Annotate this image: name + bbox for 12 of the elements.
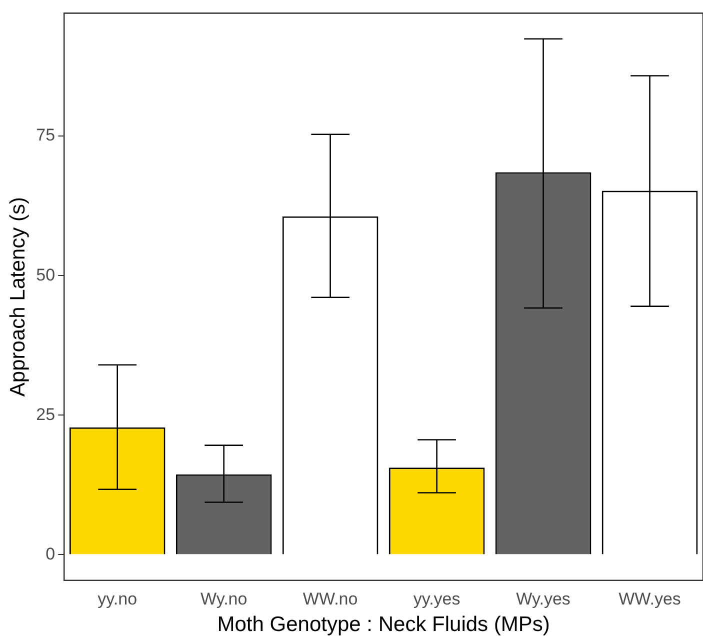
x-tick-label: yy.no <box>98 589 138 608</box>
x-tick-label: WW.no <box>302 589 358 608</box>
y-tick-label: 75 <box>36 126 56 145</box>
x-axis-title: Moth Genotype : Neck Fluids (MPs) <box>217 613 550 636</box>
y-tick-label: 25 <box>36 404 56 424</box>
y-tick-label: 50 <box>36 265 56 284</box>
x-tick-label: yy.yes <box>413 589 460 608</box>
y-axis-title: Approach Latency (s) <box>6 196 30 397</box>
y-tick-label: 0 <box>46 544 56 564</box>
x-tick-label: WW.yes <box>618 589 681 608</box>
x-tick-label: Wy.no <box>200 589 248 608</box>
x-tick-label: Wy.yes <box>516 589 570 608</box>
